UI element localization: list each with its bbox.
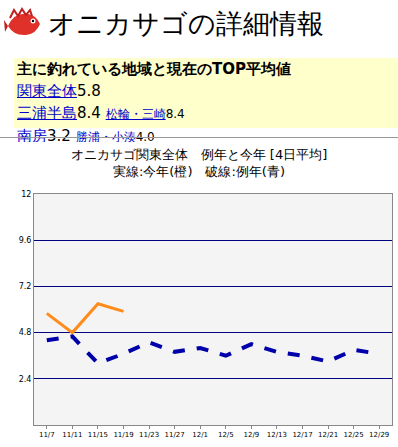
html-text:オニカサゴの詳細情報: オニカサゴの詳細情報 <box>48 8 324 39</box>
svg-text:4.8: 4.8 <box>19 328 32 337</box>
svg-text:12/25: 12/25 <box>344 431 364 439</box>
svg-text:2.4: 2.4 <box>19 375 32 384</box>
svg-text:11/11: 11/11 <box>62 431 82 439</box>
svg-text:12/9: 12/9 <box>243 431 259 439</box>
svg-text:11/27: 11/27 <box>165 431 185 439</box>
html-text:南房3.2 勝浦・小湊4.0: 南房3.2 勝浦・小湊4.0 <box>17 127 155 145</box>
html-text:三浦半島8.4 松輪・三崎8.4: 三浦半島8.4 松輪・三崎8.4 <box>17 104 185 122</box>
svg-text:12/1: 12/1 <box>192 431 208 439</box>
svg-text:12/13: 12/13 <box>267 431 287 439</box>
svg-text:11/7: 11/7 <box>39 431 55 439</box>
svg-text:12/29: 12/29 <box>369 431 389 439</box>
svg-text:11/15: 11/15 <box>88 431 108 439</box>
svg-text:オニカサゴ関東全体 例年と今年 [4日平均]実線:今年(橙): オニカサゴ関東全体 例年と今年 [4日平均]実線:今年(橙) 破線:例年(青) <box>71 147 328 179</box>
html-text:主に釣れている地域と現在のTOP平均値: 主に釣れている地域と現在のTOP平均値 <box>17 60 291 78</box>
svg-text:12: 12 <box>21 190 31 199</box>
svg-text:11/23: 11/23 <box>139 431 159 439</box>
html-text:関東全体5.8: 関東全体5.8 <box>17 82 101 100</box>
svg-text:9.6: 9.6 <box>19 236 32 245</box>
svg-text:7.2: 7.2 <box>19 282 32 291</box>
svg-text:12/5: 12/5 <box>218 431 234 439</box>
svg-text:11/19: 11/19 <box>113 431 133 439</box>
svg-text:12/17: 12/17 <box>292 431 312 439</box>
svg-text:12/21: 12/21 <box>318 431 338 439</box>
